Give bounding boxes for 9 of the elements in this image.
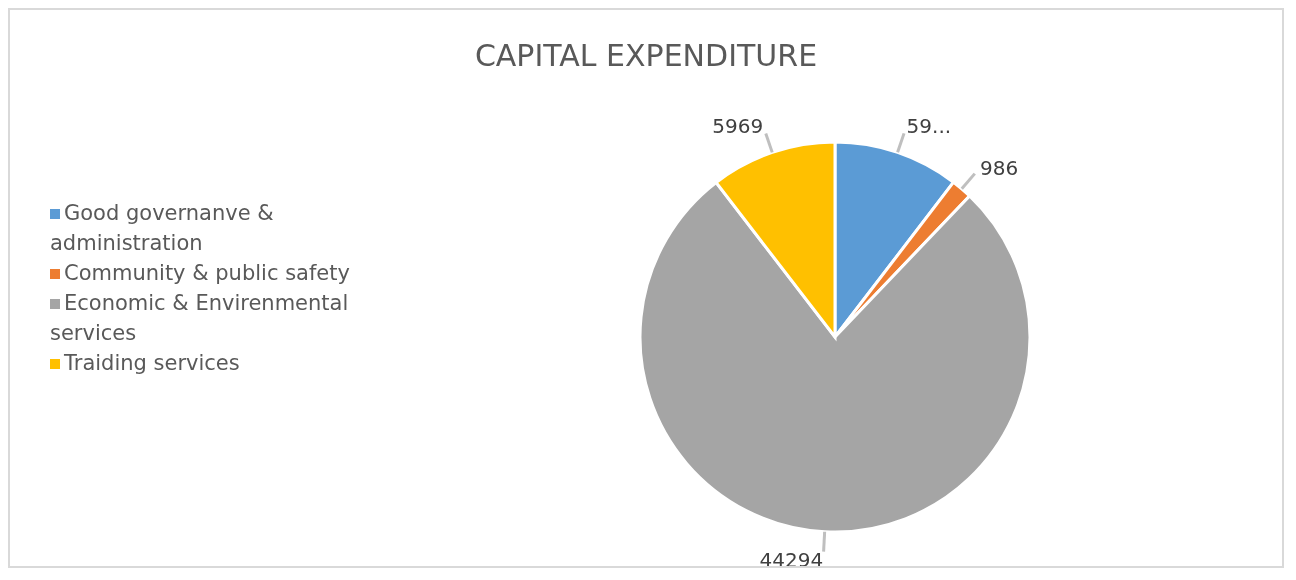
chart-title: CAPITAL EXPENDITURE [473,38,819,73]
data-label: 986 [979,155,1019,180]
legend-label: Traiding services [64,351,240,375]
legend-label: Community & public safety [64,261,350,285]
data-label: 59... [906,113,952,138]
legend-label: Good governanve & administration [50,201,274,255]
legend-label: Economic & Envirenmental services [50,291,349,345]
data-label: 5969 [712,113,764,138]
data-label: 44294 [759,547,824,572]
